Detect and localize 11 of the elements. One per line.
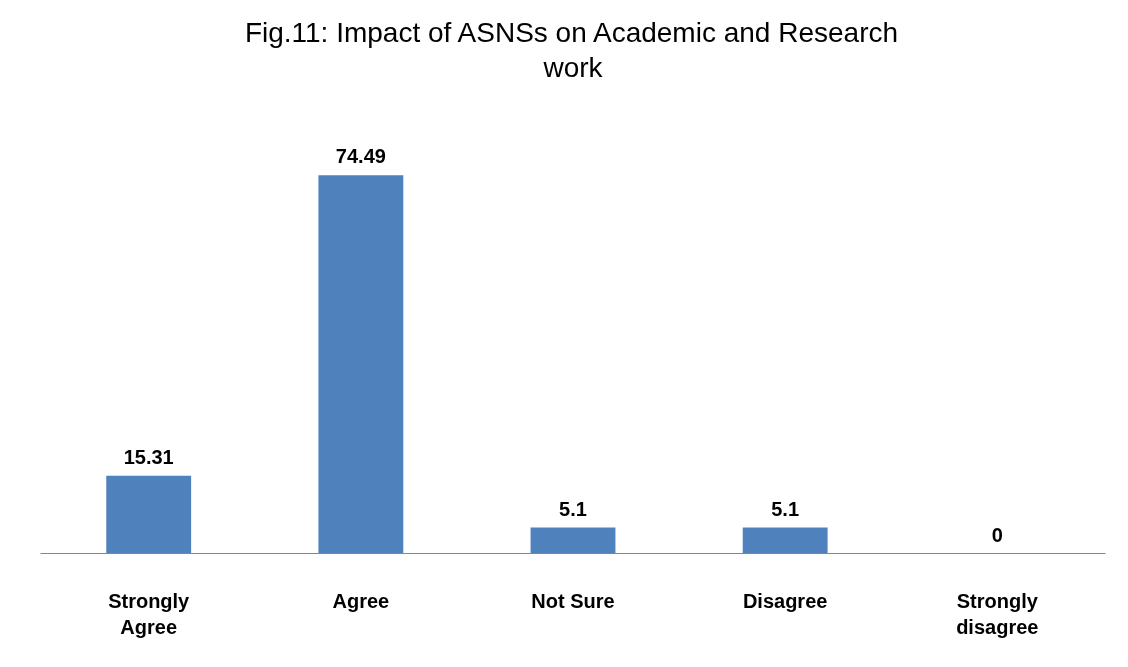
x-tick-label: Strongly disagree	[956, 589, 1039, 638]
data-label: 5.1	[771, 497, 800, 520]
x-tick-label: Not Sure	[531, 589, 615, 612]
data-label: 5.1	[559, 497, 587, 520]
x-tick-label: Strongly Agree	[108, 589, 191, 638]
x-tick-label: Disagree	[742, 589, 828, 612]
x-tick-label: Agree	[332, 589, 390, 612]
data-label: 0	[991, 523, 1003, 546]
chart-title: Fig.11: Impact of ASNSs on Academic and Research work	[244, 16, 899, 84]
data-label: 74.49	[335, 145, 386, 168]
data-label: 15.31	[123, 445, 174, 468]
